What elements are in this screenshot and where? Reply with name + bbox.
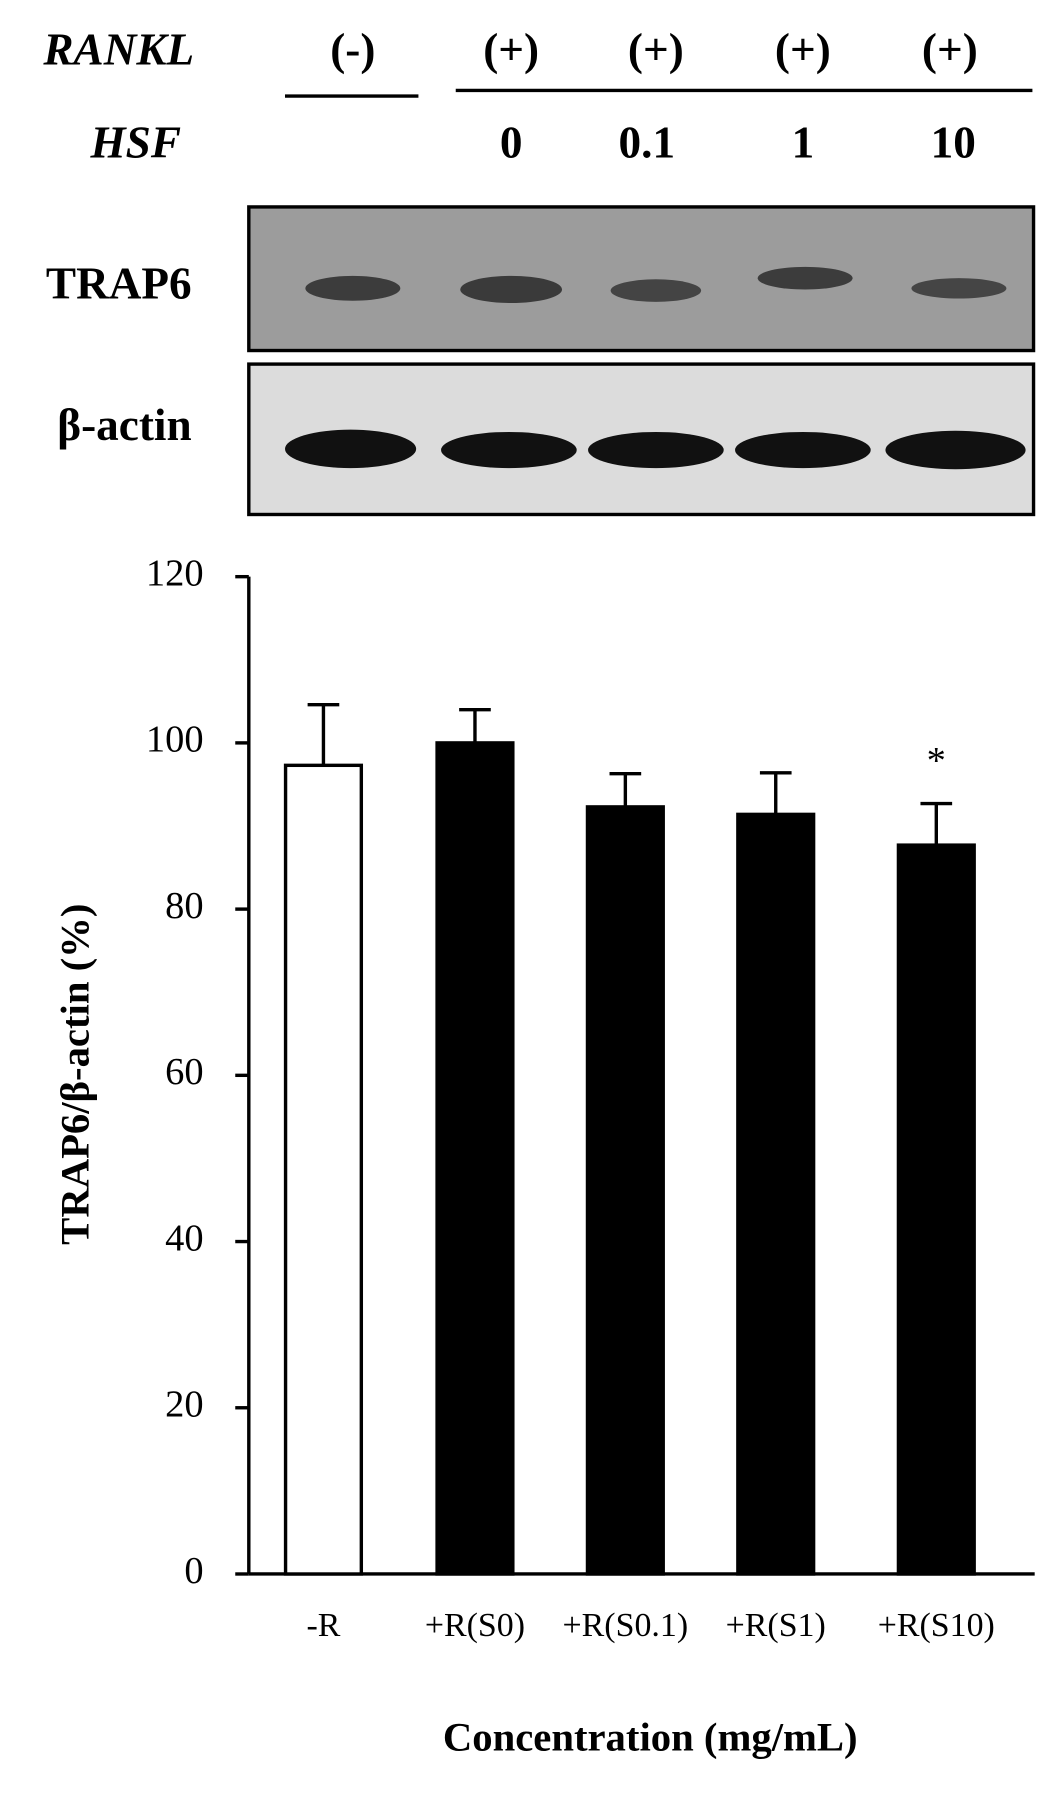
x-axis-label: Concentration (mg/mL) — [443, 1715, 858, 1760]
blot-trap6 — [247, 205, 1036, 353]
bar — [435, 741, 515, 1576]
hsf-label: 0.1 — [619, 117, 676, 167]
bar — [283, 763, 364, 1576]
x-tick-label: +R(S0) — [425, 1607, 525, 1644]
row-label: RANKL — [42, 25, 194, 75]
x-tick-label: +R(S0.1) — [563, 1607, 689, 1644]
y-tick-label: 100 — [146, 719, 204, 761]
y-axis-label: TRAP6/β-actin (%) — [53, 904, 98, 1245]
rankl-label: (+) — [922, 25, 978, 75]
rankl-label: (+) — [628, 25, 684, 75]
row-label: HSF — [90, 117, 181, 167]
rankl-label: (+) — [775, 25, 831, 75]
band-label: β-actin — [57, 400, 191, 450]
x-tick-label: +R(S10) — [878, 1607, 995, 1644]
y-tick-label: 80 — [165, 885, 203, 927]
bar — [585, 805, 665, 1576]
y-tick-label: 20 — [165, 1384, 203, 1426]
hsf-label: 10 — [931, 117, 976, 167]
y-tick-label: 0 — [184, 1550, 203, 1592]
hsf-label: 1 — [792, 117, 815, 167]
x-tick-label: +R(S1) — [726, 1607, 826, 1644]
rankl-label: (+) — [483, 25, 539, 75]
annotation: * — [927, 740, 946, 782]
x-tick-label: -R — [306, 1607, 340, 1644]
y-tick-label: 60 — [165, 1051, 203, 1093]
y-tick-label: 120 — [146, 553, 204, 595]
band-label: TRAP6 — [46, 259, 192, 309]
hsf-label: 0 — [500, 117, 523, 167]
bar — [896, 843, 976, 1576]
rankl-label: (-) — [330, 25, 375, 75]
blot-actin — [247, 362, 1036, 517]
y-tick-label: 40 — [165, 1217, 203, 1259]
bar — [736, 812, 816, 1576]
